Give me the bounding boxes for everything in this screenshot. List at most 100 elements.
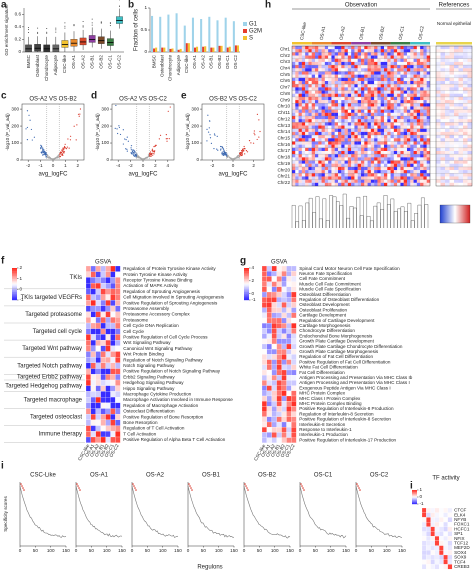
cnv-cell: [315, 135, 319, 139]
cnv-cell: [423, 163, 427, 168]
cnv-cell: [374, 112, 378, 117]
outlier: [91, 22, 93, 24]
cnv-cell: [436, 182, 441, 187]
cnv-cell: [426, 81, 431, 85]
gsva-cell: [266, 333, 272, 339]
cnv-cell: [463, 106, 468, 110]
cnv-cell: [295, 71, 299, 75]
cnv-cell: [374, 131, 378, 136]
cnv-cell: [440, 160, 446, 164]
cnv-cell: [380, 166, 385, 171]
cnv-cell: [400, 74, 404, 78]
tf-cell: [430, 526, 436, 532]
top-regulon: [135, 489, 137, 491]
cnv-cell: [374, 122, 378, 126]
cnv-cell: [380, 49, 385, 53]
cnv-cell: [324, 119, 329, 123]
cnv-cell: [420, 144, 424, 148]
cnv-cell: [436, 173, 441, 177]
cnv-cell: [467, 49, 473, 53]
cnv-cell: [467, 173, 473, 177]
cnv-cell: [328, 125, 332, 129]
cnv-cell: [344, 179, 348, 183]
tf-label: HCFC1: [454, 526, 470, 531]
gsva-cell: [276, 385, 282, 391]
cnv-cell: [416, 103, 421, 107]
cnv-cell: [449, 125, 455, 129]
gsva-cell: [100, 425, 106, 432]
cnv-cell: [315, 100, 319, 104]
cnv-cell: [315, 49, 319, 53]
cnv-cell: [426, 87, 431, 91]
cnv-cell: [295, 81, 299, 85]
cnv-cell: [423, 74, 427, 78]
cnv-cell: [377, 179, 381, 183]
gsva-cell: [291, 302, 297, 308]
cnv-cell: [305, 135, 309, 139]
gsva-cell: [110, 397, 116, 403]
gsva-cell: [261, 421, 268, 428]
cnv-cell: [467, 131, 473, 136]
cnv-cell: [344, 151, 348, 155]
cnv-cell: [393, 74, 398, 78]
cnv-cell: [344, 109, 348, 113]
cnv-cell: [390, 179, 394, 183]
cnv-cell: [426, 119, 431, 123]
cnv-cell: [449, 112, 455, 117]
cnv-cell: [354, 74, 358, 78]
outlier: [37, 32, 39, 34]
gsva-cell: [271, 312, 277, 319]
cnv-cell: [301, 81, 306, 85]
cnv-cell: [331, 166, 335, 171]
cnv-cell: [361, 81, 365, 85]
cnv-cell: [334, 125, 339, 129]
legend-label: 0: [20, 287, 23, 292]
gsva-cell: [90, 311, 96, 318]
cnv-cell: [403, 182, 408, 187]
chromosome-label: Chr18: [277, 155, 290, 160]
gsva-cell: [266, 380, 272, 386]
term-label: Muscle Cell Fate Commitment: [299, 281, 361, 286]
cnv-cell: [338, 58, 342, 63]
gene-point: [54, 157, 56, 160]
gene-point: [130, 145, 133, 147]
cnv-cell: [400, 68, 404, 72]
term-label: Proteasome: [123, 317, 148, 322]
gene-point: [224, 153, 226, 156]
cnv-cell: [331, 81, 335, 85]
cnv-cell: [377, 90, 381, 94]
cnv-cell: [390, 144, 394, 148]
legend-gradient: [412, 500, 417, 502]
cnv-cell: [420, 154, 424, 158]
cnv-cell: [370, 154, 375, 158]
cnv-cell: [328, 71, 332, 75]
gene-point: [134, 151, 136, 153]
cnv-cell: [454, 100, 459, 104]
cnv-cell: [344, 135, 348, 139]
cnv-cell: [301, 176, 306, 180]
cnv-cell: [341, 119, 345, 123]
cnv-cell: [380, 179, 385, 183]
cnv-cell: [305, 176, 309, 180]
gsva-cell: [95, 328, 101, 335]
cnv-cell: [295, 151, 299, 155]
cnv-cell: [354, 103, 358, 107]
cnv-cell: [295, 163, 299, 168]
gsva-cell: [271, 276, 277, 282]
cnv-cell: [403, 163, 408, 168]
gene-point: [42, 148, 44, 150]
outlier: [37, 31, 39, 33]
x-tick-label: OS-B1: [89, 55, 94, 69]
cnv-cell: [407, 138, 411, 142]
cnv-cell: [374, 160, 378, 164]
chromosome-label: Chr4: [280, 65, 290, 70]
gsva-cell: [261, 354, 268, 360]
cnv-cell: [410, 128, 414, 133]
x-tick-label: 150: [62, 548, 70, 553]
cnv-cell: [420, 77, 424, 82]
tf-cell: [439, 540, 444, 546]
cnv-cell: [308, 160, 312, 164]
cnv-cell: [423, 166, 427, 171]
cnv-cell: [390, 84, 394, 88]
cnv-cell: [298, 65, 302, 69]
